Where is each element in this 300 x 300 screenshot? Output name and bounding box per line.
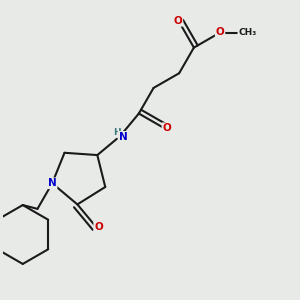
Text: O: O: [162, 123, 171, 133]
Text: O: O: [216, 27, 224, 37]
Text: O: O: [174, 16, 182, 26]
Text: N: N: [48, 178, 57, 188]
Text: CH₃: CH₃: [238, 28, 256, 38]
Text: O: O: [94, 222, 103, 232]
Text: N: N: [118, 132, 127, 142]
Text: H: H: [112, 128, 120, 137]
